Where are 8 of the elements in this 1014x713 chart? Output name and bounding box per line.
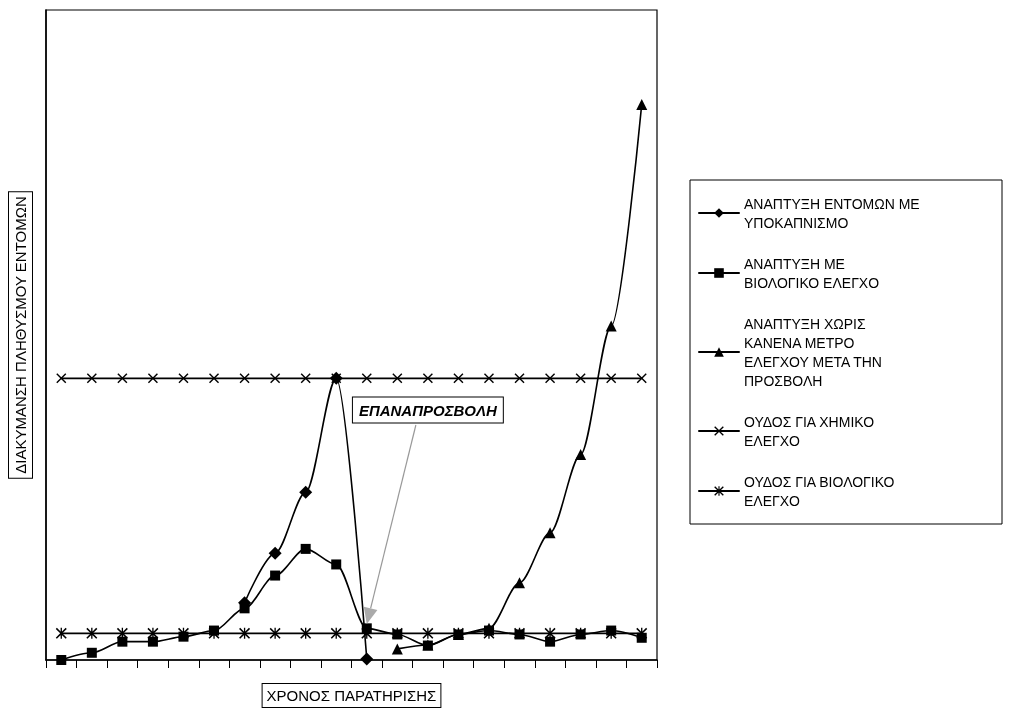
y-axis-title: ΔΙΑΚΥΜΑΝΣΗ ΠΛΗΘΥΣΜΟΥ ΕΝΤΟΜΩΝ [12, 196, 29, 474]
legend-label: ΑΝΑΠΤΥΞΗ ΕΝΤΟΜΩΝ ΜΕ ΥΠΟΚΑΠΝΙΣΜΟ [744, 195, 924, 231]
legend-label: ΑΝΑΠΤΥΞΗ ΧΩΡΙΣ ΚΑΝΕΝΑ ΜΕΤΡΟ ΕΛΕΓΧΟΥ ΜΕΤΑ ΤΗΝ ΠΡΟΣΒΟΛΗ [744, 315, 886, 389]
legend-label: ΑΝΑΠΤΥΞΗ ΜΕ ΒΙΟΛΟΓΙΚΟ ΕΛΕΓΧΟ [744, 255, 880, 291]
legend-label: ΟΥΔΟΣ ΓΙΑ ΒΙΟΛΟΓΙΚΟ ΕΛΕΓΧΟ [744, 473, 899, 509]
x-axis-title: ΧΡΟΝΟΣ ΠΑΡΑΤΗΡΙΣΗΣ [266, 687, 437, 704]
legend-label: ΟΥΔΟΣ ΓΙΑ ΧΗΜΙΚΟ ΕΛΕΓΧΟ [744, 413, 878, 449]
annotation: ΕΠΑΝΑΠΡΟΣΒΟΛΗ [358, 401, 498, 419]
